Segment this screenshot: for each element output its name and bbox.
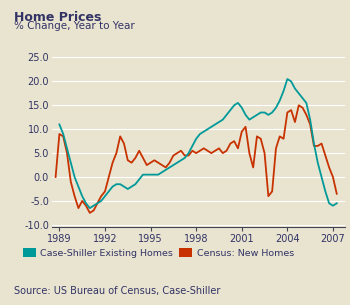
Text: % Change, Year to Year: % Change, Year to Year bbox=[14, 21, 135, 31]
Text: Source: US Bureau of Census, Case-Shiller: Source: US Bureau of Census, Case-Shille… bbox=[14, 286, 220, 296]
Legend: Case-Shiller Existing Homes, Census: New Homes: Case-Shiller Existing Homes, Census: New… bbox=[19, 244, 298, 261]
Text: Home Prices: Home Prices bbox=[14, 11, 101, 24]
